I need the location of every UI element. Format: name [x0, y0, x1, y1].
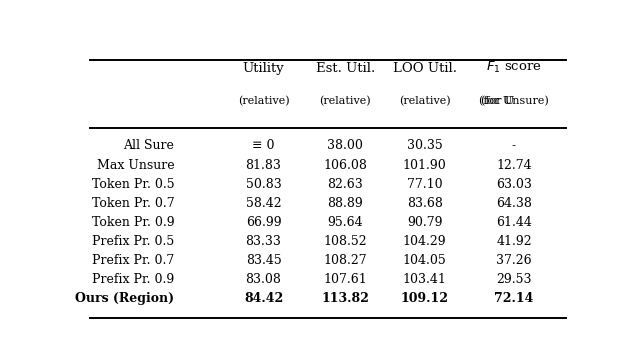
Text: Token Pr. 0.9: Token Pr. 0.9 [92, 216, 174, 229]
Text: (relative): (relative) [399, 96, 451, 107]
Text: 88.89: 88.89 [328, 197, 364, 210]
Text: Utility: Utility [243, 62, 284, 75]
Text: Est. Util.: Est. Util. [316, 62, 375, 75]
Text: 109.12: 109.12 [401, 292, 449, 305]
Text: 64.38: 64.38 [496, 197, 532, 210]
Text: $F_1$ score: $F_1$ score [486, 59, 542, 75]
Text: 72.14: 72.14 [494, 292, 534, 305]
Text: 63.03: 63.03 [496, 178, 532, 191]
Text: (relative): (relative) [319, 96, 371, 107]
Text: 37.26: 37.26 [496, 254, 532, 267]
Text: Max Unsure: Max Unsure [97, 159, 174, 171]
Text: 83.33: 83.33 [246, 235, 282, 248]
Text: 108.52: 108.52 [324, 235, 367, 248]
Text: 108.27: 108.27 [324, 254, 367, 267]
Text: 30.35: 30.35 [407, 139, 443, 153]
Text: (for Unsure): (for Unsure) [479, 96, 549, 107]
Text: 41.92: 41.92 [496, 235, 532, 248]
Text: (for U: (for U [478, 96, 511, 107]
Text: Prefix Pr. 0.7: Prefix Pr. 0.7 [92, 254, 174, 267]
Text: 95.64: 95.64 [328, 216, 363, 229]
Text: 106.08: 106.08 [323, 159, 367, 171]
Text: 58.42: 58.42 [246, 197, 282, 210]
Text: 77.10: 77.10 [407, 178, 442, 191]
Text: 50.83: 50.83 [246, 178, 282, 191]
Text: ≡ 0: ≡ 0 [252, 139, 275, 153]
Text: 12.74: 12.74 [496, 159, 532, 171]
Text: Token Pr. 0.7: Token Pr. 0.7 [92, 197, 174, 210]
Text: 83.08: 83.08 [246, 273, 282, 286]
Text: 83.45: 83.45 [246, 254, 282, 267]
Text: (for Uɴsure): (for Uɴsure) [479, 96, 549, 107]
Text: 83.68: 83.68 [407, 197, 443, 210]
Text: 107.61: 107.61 [323, 273, 367, 286]
Text: (for U: (for U [481, 96, 514, 107]
Text: 113.82: 113.82 [321, 292, 369, 305]
Text: 81.83: 81.83 [246, 159, 282, 171]
Text: 101.90: 101.90 [403, 159, 447, 171]
Text: 104.29: 104.29 [403, 235, 447, 248]
Text: Token Pr. 0.5: Token Pr. 0.5 [92, 178, 174, 191]
Text: Prefix Pr. 0.5: Prefix Pr. 0.5 [92, 235, 174, 248]
Text: LOO Util.: LOO Util. [393, 62, 457, 75]
Text: Prefix Pr. 0.9: Prefix Pr. 0.9 [92, 273, 174, 286]
Text: -: - [512, 139, 516, 153]
Text: 103.41: 103.41 [403, 273, 447, 286]
Text: 66.99: 66.99 [246, 216, 282, 229]
Text: All Sure: All Sure [124, 139, 174, 153]
Text: 38.00: 38.00 [328, 139, 364, 153]
Text: 61.44: 61.44 [496, 216, 532, 229]
Text: (relative): (relative) [237, 96, 289, 107]
Text: 84.42: 84.42 [244, 292, 283, 305]
Text: Ours (Region): Ours (Region) [75, 292, 174, 305]
Text: 29.53: 29.53 [496, 273, 532, 286]
Text: 90.79: 90.79 [407, 216, 442, 229]
Text: 104.05: 104.05 [403, 254, 447, 267]
Text: 82.63: 82.63 [328, 178, 364, 191]
